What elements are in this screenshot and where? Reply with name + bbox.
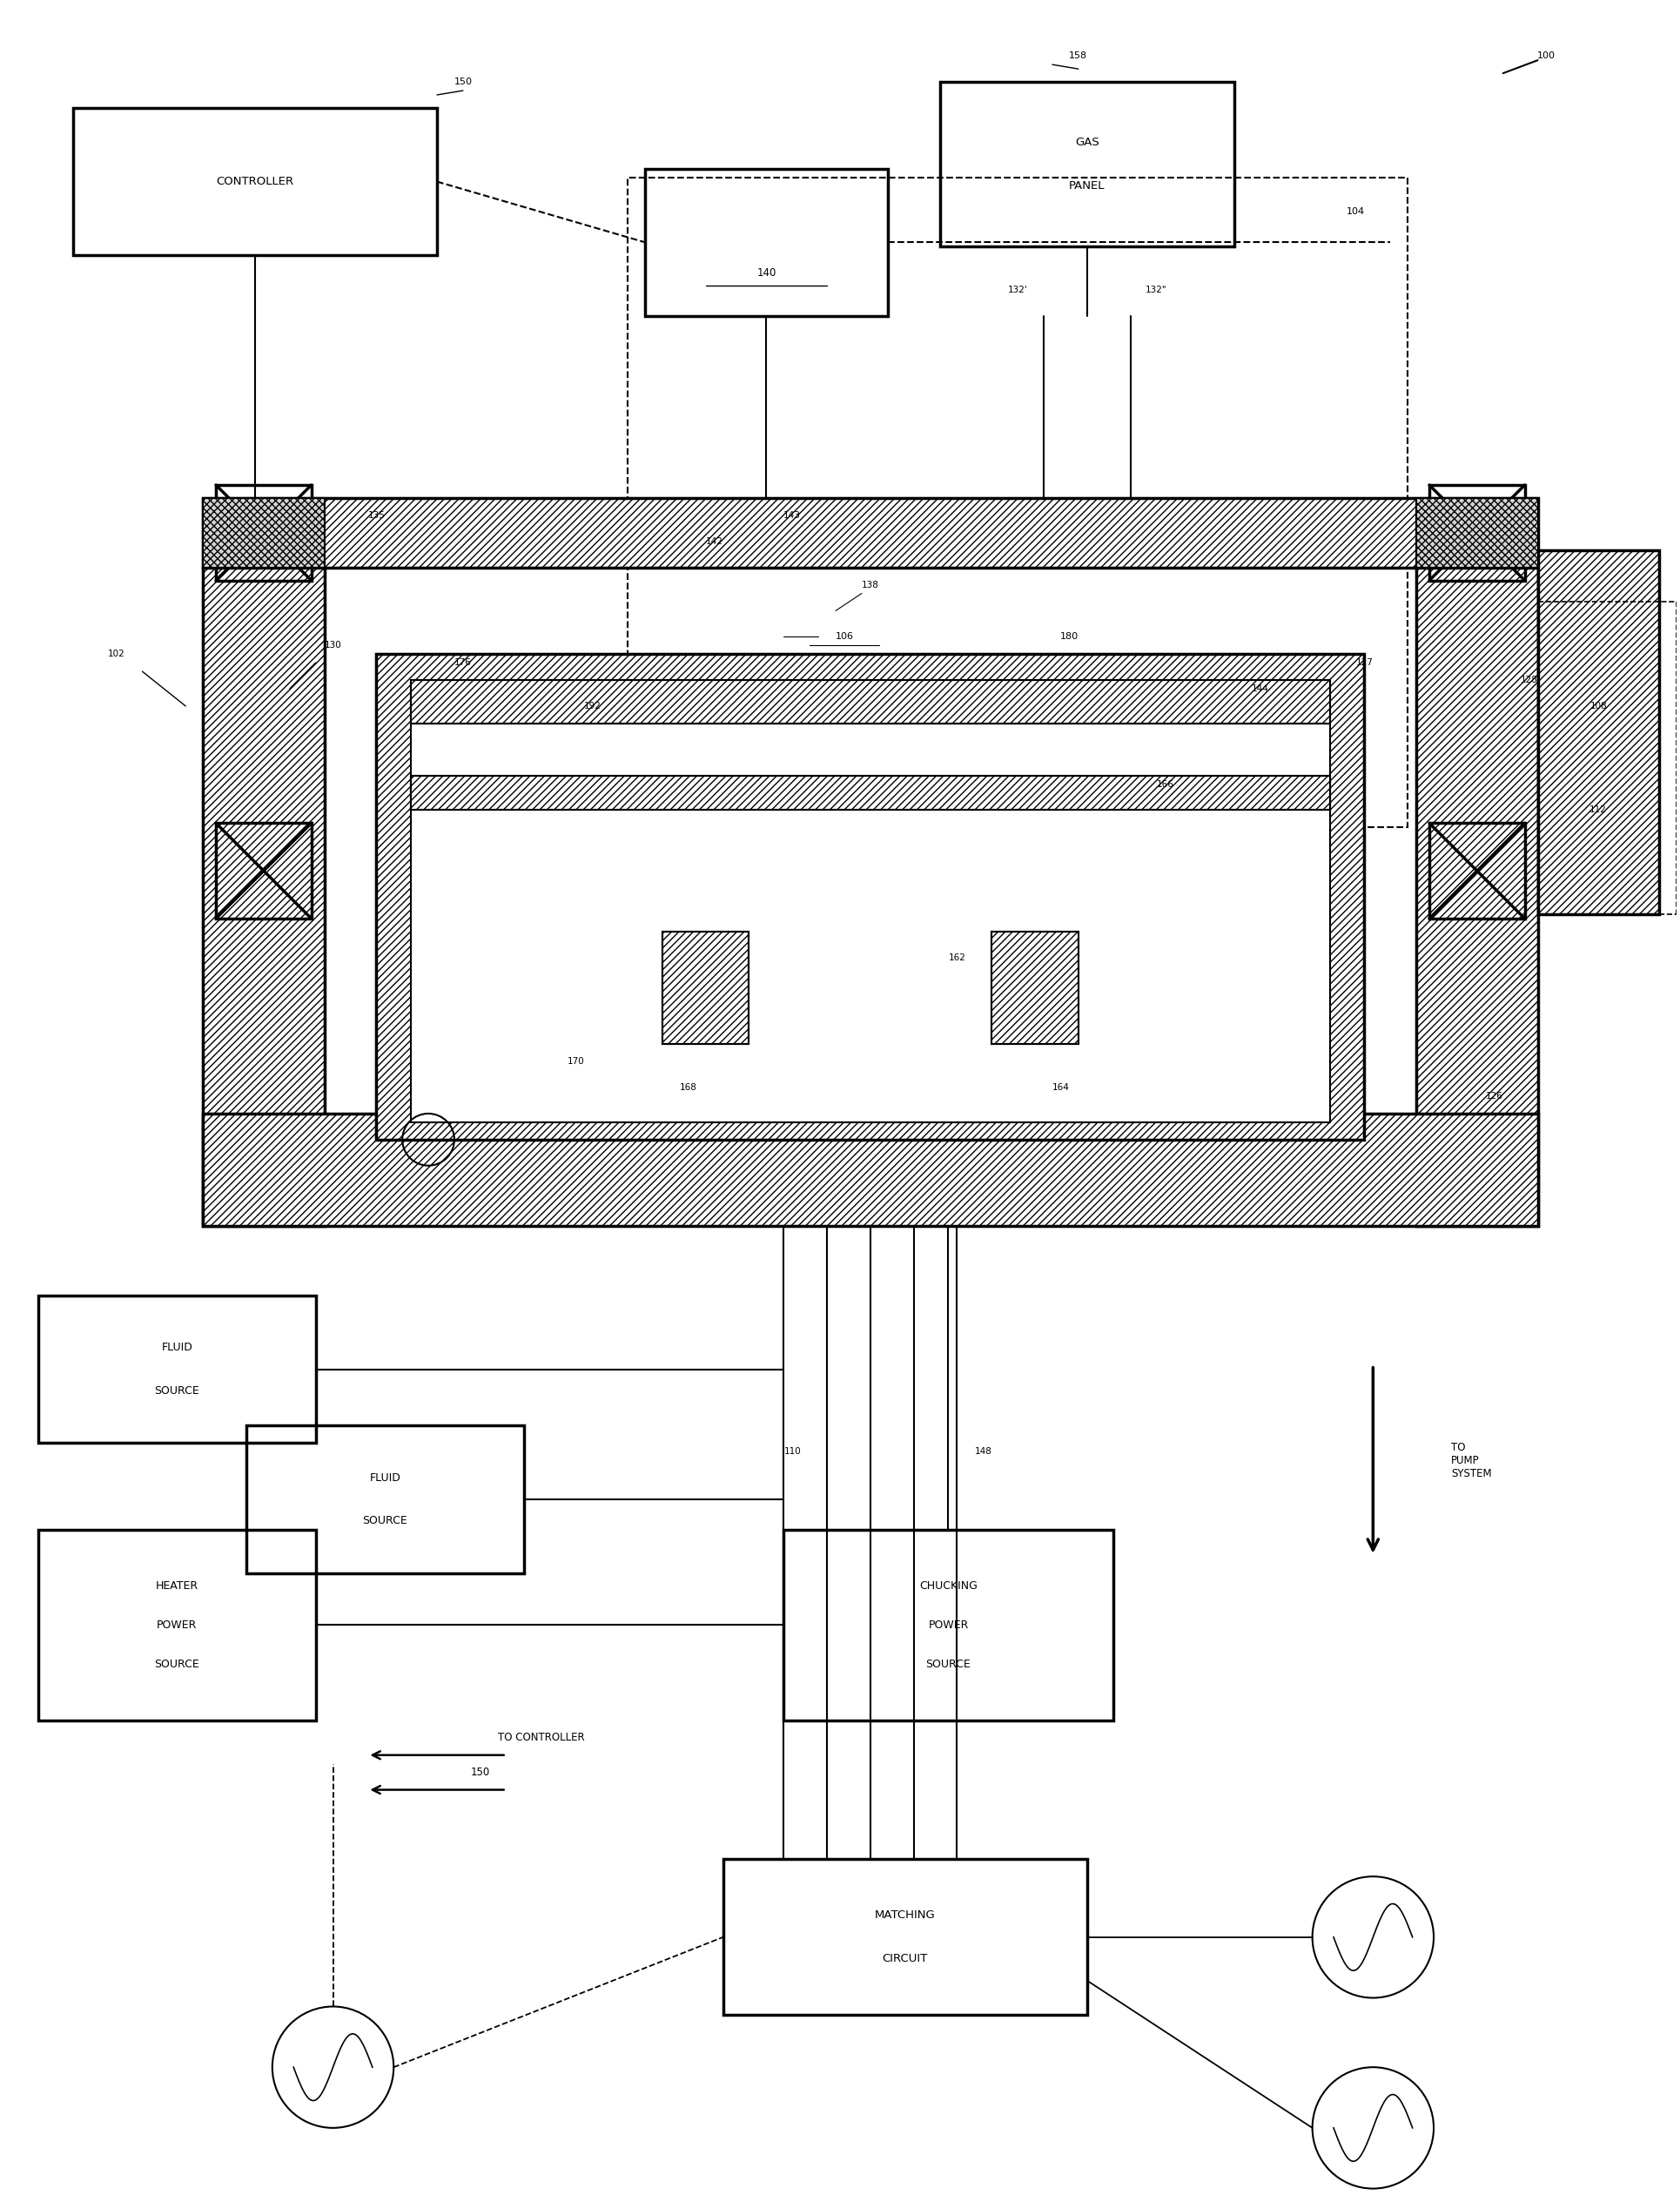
Bar bbox=[203, 498, 324, 568]
Text: FLUID: FLUID bbox=[370, 1471, 400, 1484]
Text: 170: 170 bbox=[568, 1057, 585, 1066]
Text: SOURCE: SOURCE bbox=[926, 1658, 971, 1669]
Bar bbox=[72, 108, 437, 255]
Bar bbox=[203, 1114, 1537, 1227]
Bar bbox=[412, 724, 1329, 1123]
Bar bbox=[1430, 484, 1525, 581]
Bar bbox=[991, 931, 1079, 1044]
Text: 126: 126 bbox=[1485, 1092, 1504, 1101]
Text: PANEL: PANEL bbox=[1068, 181, 1105, 192]
Bar bbox=[39, 1295, 316, 1442]
Text: CONTROLLER: CONTROLLER bbox=[217, 176, 294, 187]
Bar bbox=[203, 1114, 1537, 1227]
Bar bbox=[203, 498, 1537, 568]
Text: TO CONTROLLER: TO CONTROLLER bbox=[497, 1733, 585, 1744]
Text: 102: 102 bbox=[108, 650, 124, 658]
Text: SOURCE: SOURCE bbox=[363, 1515, 408, 1526]
Bar bbox=[1537, 550, 1660, 914]
Bar bbox=[412, 680, 1329, 724]
Bar bbox=[1416, 568, 1537, 1227]
Bar bbox=[203, 568, 324, 1227]
Bar bbox=[412, 680, 1329, 724]
Text: 132": 132" bbox=[1146, 286, 1168, 295]
Text: 106: 106 bbox=[835, 632, 853, 641]
Text: 148: 148 bbox=[974, 1447, 991, 1456]
Text: 138: 138 bbox=[862, 581, 879, 590]
Bar bbox=[939, 81, 1235, 247]
Text: 128: 128 bbox=[1520, 676, 1537, 685]
Bar bbox=[412, 775, 1329, 810]
Bar bbox=[662, 931, 749, 1044]
Text: 192: 192 bbox=[585, 702, 601, 711]
Bar bbox=[645, 170, 887, 315]
Text: GAS: GAS bbox=[1075, 137, 1099, 148]
Text: 176: 176 bbox=[454, 658, 472, 667]
Bar bbox=[1416, 568, 1537, 1227]
Bar bbox=[412, 775, 1329, 810]
Text: MATCHING: MATCHING bbox=[875, 1909, 936, 1920]
Text: 180: 180 bbox=[1060, 632, 1079, 641]
Text: 158: 158 bbox=[1068, 51, 1087, 59]
Text: POWER: POWER bbox=[927, 1618, 969, 1632]
Bar bbox=[217, 824, 311, 918]
Bar bbox=[1430, 824, 1525, 918]
Bar bbox=[1416, 498, 1537, 568]
Bar bbox=[783, 1530, 1114, 1720]
Bar bbox=[628, 178, 1408, 828]
Text: POWER: POWER bbox=[156, 1618, 197, 1632]
Text: 144: 144 bbox=[1252, 685, 1268, 694]
Text: SOURCE: SOURCE bbox=[155, 1658, 200, 1669]
Bar bbox=[203, 498, 1537, 568]
Text: 110: 110 bbox=[785, 1447, 801, 1456]
Text: 168: 168 bbox=[680, 1083, 697, 1092]
Bar bbox=[722, 1858, 1087, 2015]
Text: 162: 162 bbox=[948, 953, 966, 962]
Text: SOURCE: SOURCE bbox=[155, 1385, 200, 1396]
Text: FLUID: FLUID bbox=[161, 1341, 193, 1354]
Text: 150: 150 bbox=[470, 1766, 491, 1777]
Bar bbox=[203, 568, 324, 1227]
Bar bbox=[991, 931, 1079, 1044]
Text: 135: 135 bbox=[368, 511, 385, 520]
Text: 143: 143 bbox=[783, 511, 801, 520]
Text: 164: 164 bbox=[1052, 1083, 1070, 1092]
Bar bbox=[1537, 550, 1660, 914]
Text: 142: 142 bbox=[706, 537, 722, 546]
Text: CIRCUIT: CIRCUIT bbox=[882, 1953, 927, 1964]
Bar bbox=[376, 654, 1364, 1141]
Text: 104: 104 bbox=[1346, 207, 1364, 216]
Bar bbox=[662, 931, 749, 1044]
Text: CHUCKING: CHUCKING bbox=[919, 1581, 978, 1592]
Text: 112: 112 bbox=[1589, 806, 1608, 815]
Text: TO
PUMP
SYSTEM: TO PUMP SYSTEM bbox=[1452, 1442, 1492, 1480]
Bar bbox=[247, 1425, 524, 1572]
Text: 166: 166 bbox=[1156, 780, 1174, 788]
Bar bbox=[217, 484, 311, 581]
Text: 140: 140 bbox=[756, 266, 776, 277]
Bar bbox=[376, 654, 1364, 1141]
Text: 132': 132' bbox=[1008, 286, 1028, 295]
Text: 100: 100 bbox=[1537, 51, 1556, 59]
Text: HEATER: HEATER bbox=[156, 1581, 198, 1592]
Bar bbox=[39, 1530, 316, 1720]
Text: 130: 130 bbox=[324, 641, 341, 650]
Text: 150: 150 bbox=[454, 77, 472, 86]
Text: 127: 127 bbox=[1356, 658, 1373, 667]
Text: 108: 108 bbox=[1589, 702, 1608, 711]
